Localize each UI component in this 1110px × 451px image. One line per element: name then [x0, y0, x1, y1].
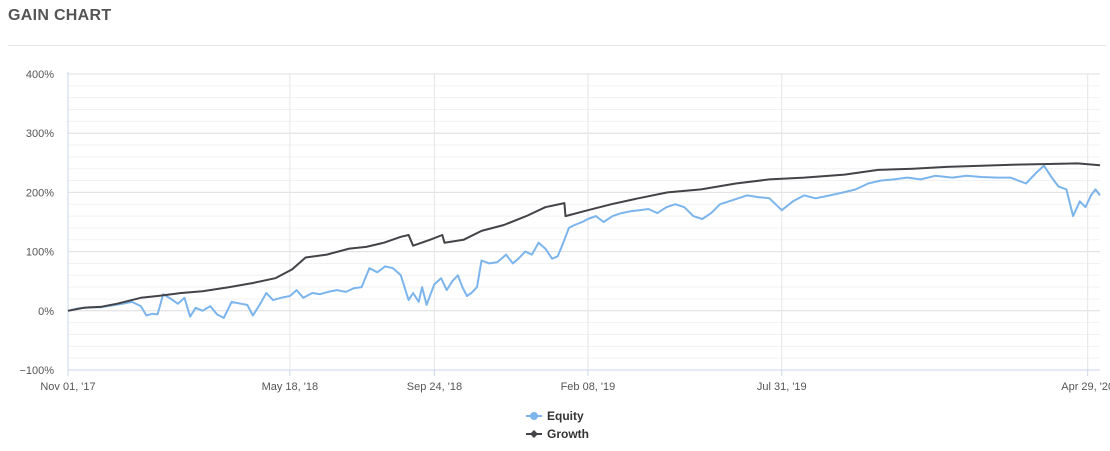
- x-tick-label: Apr 29, '20: [1061, 381, 1110, 393]
- page-title: GAIN CHART: [8, 7, 112, 24]
- legend-item-growth[interactable]: Growth: [526, 427, 589, 441]
- series-layer: [67, 162, 1101, 319]
- series-line-equity: [67, 164, 1101, 319]
- x-tick-label: Nov 01, '17: [40, 381, 95, 393]
- x-axis: Nov 01, '17 May 18, '18 Sep 24, '18 Feb 08,…: [40, 369, 1110, 393]
- y-axis: −100% 0% 100% 200% 300% 400%: [19, 69, 69, 377]
- legend[interactable]: Equity Growth: [526, 409, 589, 441]
- legend-circle-marker: [530, 412, 538, 420]
- y-tick-label: 200%: [26, 187, 54, 199]
- title-divider: [8, 45, 1106, 46]
- y-tick-label: 300%: [26, 128, 54, 140]
- legend-label: Equity: [547, 409, 584, 423]
- y-tick-label: 400%: [26, 69, 54, 81]
- legend-item-equity[interactable]: Equity: [526, 409, 584, 423]
- x-tick-label: Feb 08, '19: [561, 381, 616, 393]
- y-tick-label: −100%: [19, 365, 54, 377]
- y-tick-label: 0%: [38, 306, 54, 318]
- x-tick-label: Jul 31, '19: [757, 381, 807, 393]
- y-tick-label: 100%: [26, 247, 54, 259]
- legend-diamond-marker: [530, 430, 538, 438]
- x-tick-label: May 18, '18: [262, 381, 319, 393]
- legend-label: Growth: [547, 427, 589, 441]
- x-tick-label: Sep 24, '18: [407, 381, 462, 393]
- series-line-growth: [67, 162, 1101, 312]
